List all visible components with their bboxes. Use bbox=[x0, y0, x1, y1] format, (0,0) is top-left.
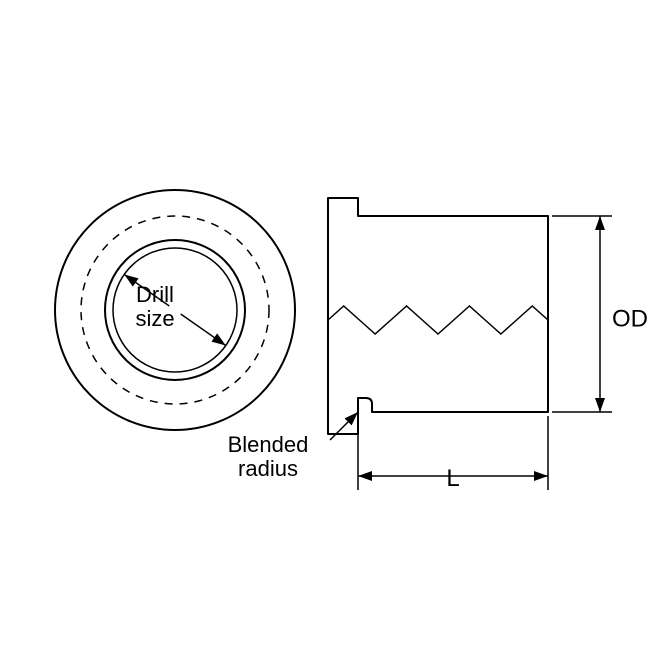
bore-inner-circle bbox=[113, 248, 237, 372]
bore-circle bbox=[105, 240, 245, 380]
drill-size-label: size bbox=[135, 306, 174, 331]
drill-size-label: Drill bbox=[136, 282, 174, 307]
front-view: Drillsize bbox=[55, 190, 295, 430]
dimension-label: OD bbox=[612, 305, 648, 332]
arrowhead bbox=[358, 471, 372, 481]
blended-radius-label: Blended bbox=[228, 432, 309, 457]
break-line-zigzag bbox=[328, 306, 548, 334]
flange-outer-circle bbox=[55, 190, 295, 430]
blended-radius-label: radius bbox=[238, 456, 298, 481]
arrowhead bbox=[595, 216, 605, 230]
thread-diameter-circle bbox=[81, 216, 269, 404]
bushing-outline bbox=[328, 198, 548, 434]
side-view: Blendedradius bbox=[228, 198, 612, 490]
arrowhead bbox=[211, 333, 225, 345]
dimension-label: L bbox=[446, 465, 459, 492]
arrowhead bbox=[595, 398, 605, 412]
arrowhead bbox=[534, 471, 548, 481]
